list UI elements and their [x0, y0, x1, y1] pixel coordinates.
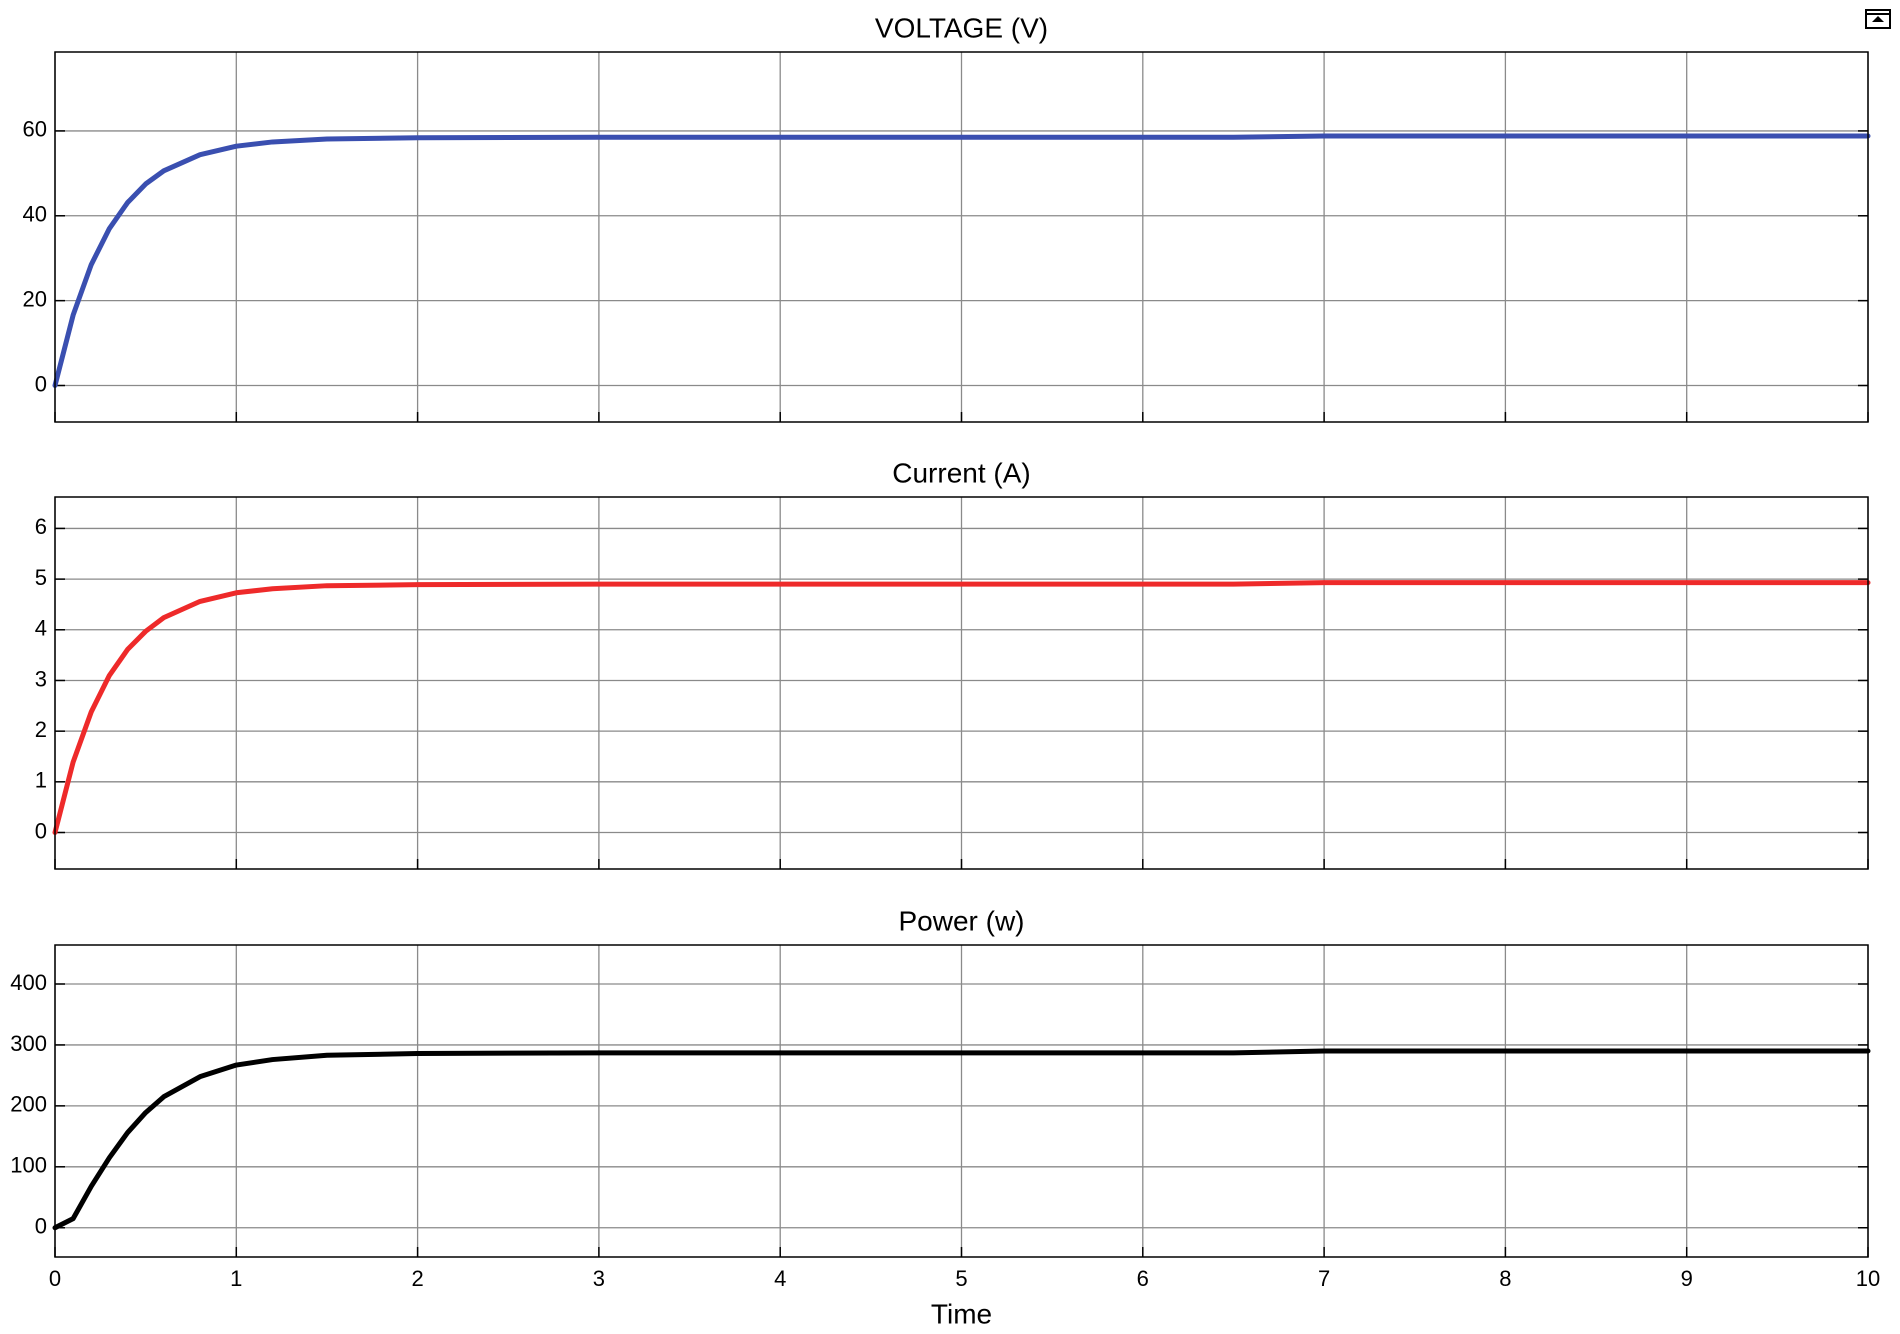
y-tick-label: 400: [10, 970, 47, 995]
y-tick-label: 3: [35, 666, 47, 691]
y-tick-label: 40: [23, 202, 47, 227]
x-tick-label: 10: [1856, 1266, 1880, 1291]
x-tick-label: 3: [593, 1266, 605, 1291]
x-tick-label: 1: [230, 1266, 242, 1291]
data-line: [52, 133, 1871, 389]
y-tick-label: 60: [23, 117, 47, 142]
x-tick-label: 0: [49, 1266, 61, 1291]
x-tick-label: 6: [1137, 1266, 1149, 1291]
dock-icon[interactable]: [1865, 9, 1891, 29]
y-tick-label: 20: [23, 286, 47, 311]
x-tick-label: 8: [1499, 1266, 1511, 1291]
x-tick-label: 2: [411, 1266, 423, 1291]
plot-frame: [54, 51, 1869, 423]
y-tick-label: 300: [10, 1031, 47, 1056]
panel-title: VOLTAGE (V): [875, 12, 1048, 43]
data-line: [52, 1048, 1871, 1231]
y-tick-label: 0: [35, 818, 47, 843]
y-tick-label: 4: [35, 616, 47, 641]
y-tick-label: 0: [35, 371, 47, 396]
panel-title: Current (A): [892, 457, 1030, 488]
x-tick-label: 4: [774, 1266, 786, 1291]
x-tick-label: 7: [1318, 1266, 1330, 1291]
y-tick-label: 6: [35, 514, 47, 539]
x-tick-label: 5: [955, 1266, 967, 1291]
panel-title: Power (w): [898, 905, 1024, 936]
x-tick-label: 9: [1681, 1266, 1693, 1291]
y-tick-label: 0: [35, 1214, 47, 1239]
data-line: [52, 580, 1871, 836]
plot-frame: [54, 496, 1869, 870]
x-axis-label: Time: [931, 1298, 992, 1329]
y-tick-label: 200: [10, 1092, 47, 1117]
plot-frame: [54, 944, 1869, 1258]
y-tick-label: 1: [35, 768, 47, 793]
y-tick-label: 5: [35, 565, 47, 590]
y-tick-label: 100: [10, 1153, 47, 1178]
y-tick-label: 2: [35, 717, 47, 742]
